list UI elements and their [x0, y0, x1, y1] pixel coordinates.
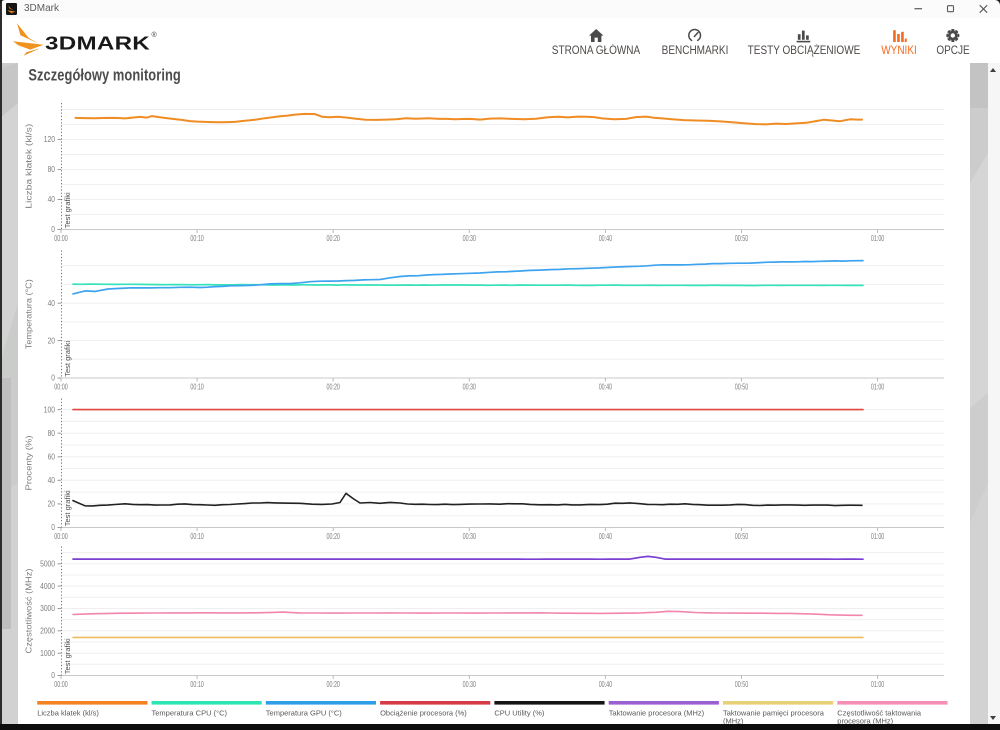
svg-text:Taktowanie procesora (MHz): Taktowanie procesora (MHz) [609, 708, 705, 717]
svg-text:4000: 4000 [40, 582, 55, 591]
svg-text:00:50: 00:50 [735, 532, 749, 541]
svg-text:2000: 2000 [40, 627, 55, 636]
svg-text:Częstotliwość taktowania: Częstotliwość taktowania [837, 708, 922, 717]
svg-text:00:40: 00:40 [599, 383, 613, 392]
svg-text:Temperatura GPU (°C): Temperatura GPU (°C) [266, 708, 342, 717]
svg-text:00:20: 00:20 [327, 234, 341, 243]
svg-text:20: 20 [48, 336, 56, 345]
svg-text:40: 40 [48, 476, 56, 485]
svg-text:120: 120 [44, 135, 56, 144]
svg-text:00:10: 00:10 [190, 383, 204, 392]
svg-text:3000: 3000 [40, 604, 55, 613]
svg-text:00:50: 00:50 [735, 383, 749, 392]
svg-text:00:30: 00:30 [463, 680, 477, 689]
svg-text:40: 40 [48, 299, 56, 308]
svg-text:5000: 5000 [40, 560, 55, 569]
svg-text:00:30: 00:30 [463, 383, 477, 392]
svg-text:Test grafiki: Test grafiki [63, 638, 72, 674]
svg-text:Procenty (%): Procenty (%) [25, 435, 34, 490]
svg-text:01:00: 01:00 [871, 383, 885, 392]
svg-text:01:00: 01:00 [871, 532, 885, 541]
svg-text:Szczegółowy monitoring: Szczegółowy monitoring [28, 67, 180, 85]
svg-text:00:50: 00:50 [735, 234, 749, 243]
svg-text:Temperatura (°C): Temperatura (°C) [25, 279, 34, 349]
svg-text:Taktowanie pamięci procesora: Taktowanie pamięci procesora [723, 708, 825, 717]
svg-text:Obciążenie procesora (%): Obciążenie procesora (%) [380, 708, 467, 717]
svg-text:01:00: 01:00 [871, 680, 885, 689]
svg-text:40: 40 [48, 195, 56, 204]
svg-text:Liczba klatek (kl/s): Liczba klatek (kl/s) [25, 123, 34, 208]
svg-text:00:20: 00:20 [327, 532, 341, 541]
svg-text:00:00: 00:00 [54, 234, 68, 243]
svg-text:1000: 1000 [40, 649, 55, 658]
svg-text:00:40: 00:40 [599, 532, 613, 541]
svg-text:Test grafiki: Test grafiki [63, 490, 72, 526]
svg-text:00:20: 00:20 [327, 383, 341, 392]
svg-text:Test grafiki: Test grafiki [63, 192, 72, 228]
svg-text:00:30: 00:30 [463, 532, 477, 541]
svg-text:01:00: 01:00 [871, 234, 885, 243]
svg-text:00:40: 00:40 [599, 234, 613, 243]
svg-text:Temperatura CPU (°C): Temperatura CPU (°C) [152, 708, 228, 717]
svg-text:00:00: 00:00 [54, 532, 68, 541]
svg-text:100: 100 [44, 405, 56, 414]
svg-text:00:00: 00:00 [54, 383, 68, 392]
svg-text:00:50: 00:50 [735, 680, 749, 689]
svg-text:00:10: 00:10 [190, 680, 204, 689]
svg-text:00:40: 00:40 [599, 680, 613, 689]
svg-text:(MHz): (MHz) [723, 716, 744, 725]
svg-text:procesora (MHz): procesora (MHz) [837, 716, 893, 725]
svg-text:0: 0 [51, 374, 55, 383]
svg-text:Liczba klatek (kl/s): Liczba klatek (kl/s) [37, 708, 99, 717]
svg-text:00:10: 00:10 [190, 234, 204, 243]
svg-text:00:00: 00:00 [54, 680, 68, 689]
svg-text:80: 80 [48, 165, 56, 174]
svg-text:0: 0 [51, 671, 55, 680]
svg-text:CPU Utility (%): CPU Utility (%) [494, 708, 545, 717]
svg-text:00:20: 00:20 [327, 680, 341, 689]
svg-text:0: 0 [51, 225, 55, 234]
svg-text:20: 20 [48, 500, 56, 509]
svg-text:80: 80 [48, 429, 56, 438]
svg-text:Częstotliwość (MHz): Częstotliwość (MHz) [25, 568, 34, 653]
svg-text:0: 0 [51, 523, 55, 532]
svg-text:60: 60 [48, 453, 56, 462]
svg-text:00:30: 00:30 [463, 234, 477, 243]
svg-text:Test grafiki: Test grafiki [63, 340, 72, 376]
svg-text:00:10: 00:10 [190, 532, 204, 541]
